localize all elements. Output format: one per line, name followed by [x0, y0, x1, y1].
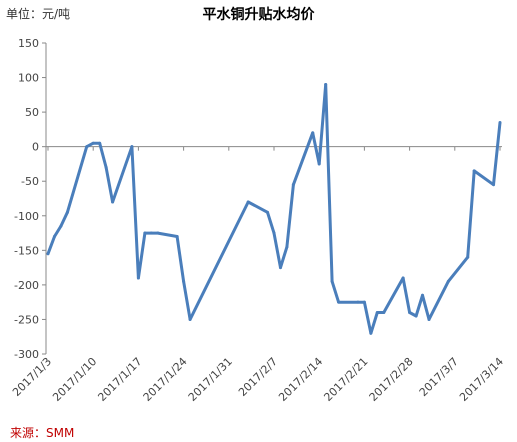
y-tick-label: 50 — [25, 106, 39, 119]
data-point — [427, 317, 431, 321]
x-tick-label: 2017/2/28 — [367, 355, 416, 404]
data-point — [324, 82, 328, 86]
y-tick-label: 100 — [18, 72, 39, 85]
data-point — [272, 231, 276, 235]
data-point — [278, 266, 282, 270]
data-point — [98, 141, 102, 145]
data-point — [266, 210, 270, 214]
data-point — [356, 300, 360, 304]
source-label: 来源：SMM — [10, 426, 75, 440]
data-point — [317, 162, 321, 166]
chart-title: 平水铜升贴水均价 — [202, 7, 315, 23]
x-axis: 2017/1/32017/1/102017/1/172017/1/242017/… — [10, 146, 506, 404]
data-point — [130, 145, 134, 149]
data-point — [446, 279, 450, 283]
data-point — [85, 145, 89, 149]
data-point — [188, 317, 192, 321]
x-tick-label: 2017/1/10 — [50, 355, 99, 404]
data-point — [149, 231, 153, 235]
data-point — [362, 300, 366, 304]
data-point — [104, 165, 108, 169]
data-point — [285, 245, 289, 249]
x-tick-label: 2017/1/17 — [95, 355, 144, 404]
x-tick-label: 2017/1/3 — [10, 355, 54, 399]
data-point — [408, 311, 412, 315]
x-tick-label: 2017/3/14 — [457, 355, 506, 404]
data-point — [52, 235, 56, 239]
series-line — [46, 83, 502, 335]
data-point — [246, 200, 250, 204]
y-tick-label: -250 — [14, 313, 39, 326]
data-point — [466, 255, 470, 259]
x-tick-label: 2017/2/14 — [276, 355, 325, 404]
data-point — [156, 231, 160, 235]
data-point — [337, 300, 341, 304]
data-point — [111, 200, 115, 204]
data-point — [291, 183, 295, 187]
y-tick-label: -300 — [14, 348, 39, 361]
y-tick-label: 150 — [18, 37, 39, 50]
x-tick-label: 2017/2/21 — [321, 355, 370, 404]
data-point — [182, 279, 186, 283]
unit-label: 单位：元/吨 — [6, 7, 71, 21]
x-tick-label: 2017/1/24 — [141, 355, 190, 404]
data-point — [136, 276, 140, 280]
y-tick-label: 0 — [32, 141, 39, 154]
x-tick-label: 2017/1/31 — [186, 355, 235, 404]
data-point — [382, 311, 386, 315]
data-point — [311, 131, 315, 135]
data-point — [375, 311, 379, 315]
data-point — [330, 279, 334, 283]
y-tick-label: -50 — [21, 175, 39, 188]
y-tick-label: -150 — [14, 244, 39, 257]
data-point — [401, 276, 405, 280]
data-point — [46, 252, 50, 256]
data-point — [59, 224, 63, 228]
data-point — [414, 314, 418, 318]
data-point — [498, 120, 502, 124]
y-tick-label: -100 — [14, 210, 39, 223]
x-tick-label: 2017/2/7 — [236, 355, 280, 399]
y-axis: 150 100 50 0 -50 -100 -150 -200 -250 -300 — [14, 37, 46, 361]
data-point — [175, 235, 179, 239]
x-tick-label: 2017/3/7 — [417, 355, 461, 399]
y-tick-label: -200 — [14, 279, 39, 292]
data-point — [143, 231, 147, 235]
data-point — [65, 210, 69, 214]
data-point — [421, 293, 425, 297]
data-point — [369, 331, 373, 335]
data-point — [472, 169, 476, 173]
data-point — [492, 183, 496, 187]
data-point — [91, 141, 95, 145]
plot-area — [46, 82, 502, 335]
